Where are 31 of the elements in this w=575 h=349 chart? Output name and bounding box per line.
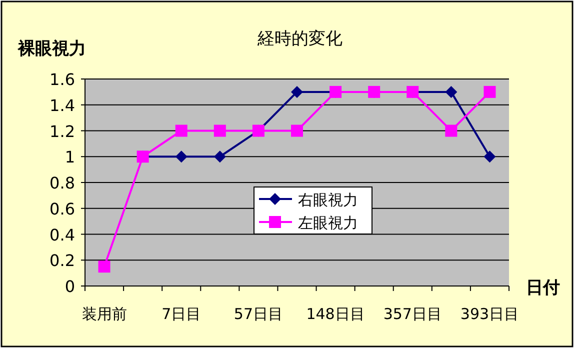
point [175,150,188,163]
x-tick-label: 7日目 [162,305,202,323]
x-tick-label: 357日目 [383,305,442,323]
x-axis-title: 日付 [526,278,560,298]
y-tick-label: 0.8 [50,174,75,192]
point [291,86,303,98]
y-tick-label: 1 [64,148,75,167]
point [291,124,303,137]
y-tick-label: 0 [64,277,75,296]
point [445,86,458,98]
point [484,150,496,163]
x-tick-label: 393日目 [460,305,520,323]
legend-label: 右眼視力 [298,191,358,209]
point [175,124,188,137]
chart-title: 経時的変化 [256,29,342,49]
legend-label: 左眼視力 [298,214,358,232]
x-tick-label: 装用前 [82,305,127,323]
point [484,86,496,98]
y-tick-label: 0.6 [50,199,75,218]
point [98,260,110,273]
point [445,124,458,137]
y-tick-label: 1.4 [50,96,75,115]
y-tick-label: 1.2 [50,122,75,141]
point [214,150,226,163]
point [214,124,226,137]
y-tick-label: 1.6 [50,70,75,89]
y-tick-label: 0.2 [50,251,75,270]
x-tick-label: 148日目 [306,305,365,323]
x-tick-label: 57日目 [234,305,283,323]
y-axis-title: 裸眼視力 [17,39,86,59]
y-tick-label: 0.4 [50,225,75,244]
